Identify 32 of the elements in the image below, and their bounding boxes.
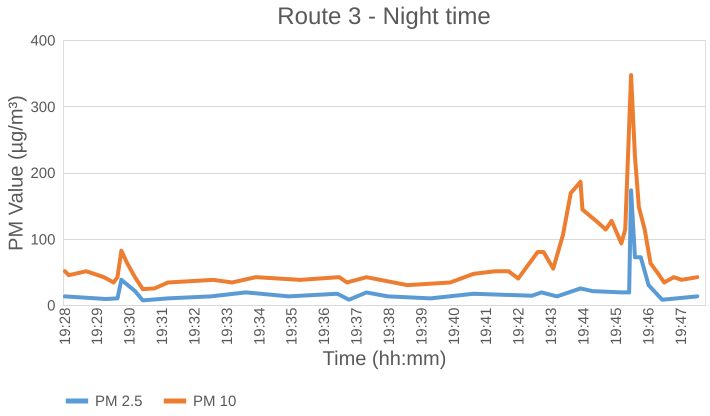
x-tick-label: 19:28 xyxy=(56,308,74,346)
x-tick-label: 19:42 xyxy=(510,308,528,346)
legend-label: PM 10 xyxy=(193,393,236,410)
x-tick-label: 19:40 xyxy=(446,308,463,346)
x-tick-label: 19:43 xyxy=(543,308,560,346)
x-tick-label: 19:30 xyxy=(122,308,139,346)
x-tick-label: 19:45 xyxy=(608,308,626,346)
x-tick-label: 19:37 xyxy=(348,308,366,346)
x-tick-label: 19:32 xyxy=(186,308,204,346)
x-tick-label: 19:34 xyxy=(251,308,268,346)
x-tick-label: 19:38 xyxy=(380,308,398,346)
x-tick-label: 19:46 xyxy=(640,308,658,346)
x-tick-label: 19:44 xyxy=(576,308,593,346)
chart-title: Route 3 - Night time xyxy=(277,3,491,30)
x-tick-label: 19:36 xyxy=(316,308,334,346)
y-tick-label: 0 xyxy=(47,298,56,314)
line-series xyxy=(62,73,700,292)
x-tick-label: 19:31 xyxy=(154,308,172,346)
x-tick-label: 19:35 xyxy=(284,308,301,346)
y-tick-label: 300 xyxy=(30,98,56,116)
y-tick-label: 200 xyxy=(30,165,56,182)
x-tick-label: 19:33 xyxy=(218,308,236,346)
x-tick-label: 19:29 xyxy=(89,308,106,346)
x-tick-label: 19:39 xyxy=(413,308,430,346)
legend-label: PM 2.5 xyxy=(95,393,143,410)
x-tick-label: 19:47 xyxy=(672,308,690,346)
y-tick-label: 100 xyxy=(30,231,56,248)
line-series xyxy=(62,188,700,302)
y-axis-title: PM Value (µg/m³) xyxy=(5,95,28,251)
x-tick-label: 19:41 xyxy=(478,308,496,346)
y-tick-label: 400 xyxy=(30,32,56,50)
x-axis-title: Time (hh:mm) xyxy=(322,348,446,370)
